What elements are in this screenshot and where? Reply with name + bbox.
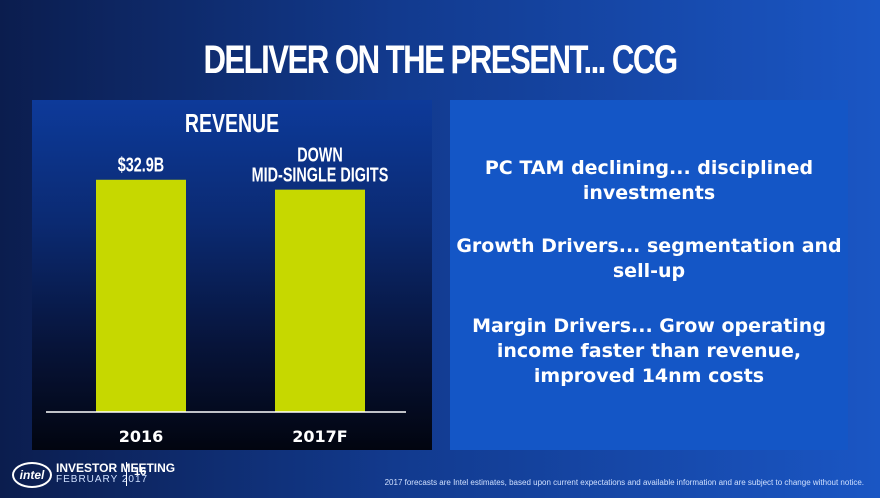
- slide-title: DELIVER ON THE PRESENT... CCG: [203, 38, 678, 82]
- bullet-pc-tam: PC TAM declining... disciplined investme…: [484, 157, 814, 204]
- data-label-2017F-line1: MID-SINGLE DIGITS: [252, 163, 389, 186]
- chart-title: REVENUE: [185, 108, 279, 137]
- page-number: 16: [134, 466, 147, 478]
- bar-2016: [96, 179, 186, 412]
- x-tick-label-2017F: 2017F: [292, 427, 347, 446]
- bullets-panel: PC TAM declining... disciplined investme…: [450, 100, 848, 450]
- data-label-2017F-line0: DOWN: [297, 143, 343, 166]
- x-tick-label-2016: 2016: [119, 427, 164, 446]
- investor-meeting-label: INVESTOR MEETING: [56, 461, 176, 475]
- forecast-disclaimer: 2017 forecasts are Intel estimates, base…: [384, 478, 864, 487]
- footer-divider: [126, 462, 127, 486]
- data-label-2016-line0: $32.9B: [118, 153, 164, 176]
- meeting-date-label: FEBRUARY 2017: [56, 474, 149, 485]
- bar-2017F: [275, 189, 365, 412]
- bullet-growth-drivers: Growth Drivers... segmentation and sell-…: [456, 235, 842, 282]
- revenue-chart-panel: REVENUE $32.9B 2016 DOWN MID-SINGLE DIGITS 20…: [32, 100, 432, 450]
- bullet-margin-drivers: Margin Drivers... Grow operating income …: [472, 315, 826, 387]
- intel-logo: intel: [12, 462, 52, 488]
